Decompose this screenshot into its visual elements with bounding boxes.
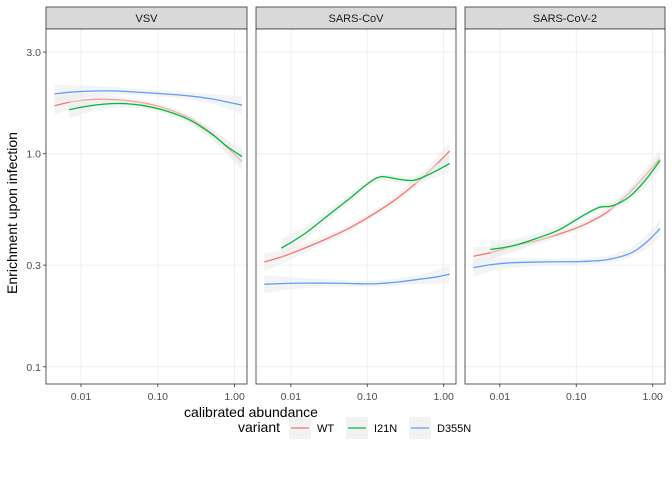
y-tick-label: 3.0 bbox=[26, 47, 41, 59]
facet-title: SARS-CoV bbox=[328, 13, 384, 25]
legend-title: variant bbox=[238, 419, 280, 435]
panel-background bbox=[465, 29, 665, 384]
series-line-i21n bbox=[69, 102, 243, 158]
panel-border bbox=[45, 28, 248, 385]
panel-border bbox=[255, 28, 457, 385]
series-line-i21n bbox=[490, 160, 661, 251]
x-tick-label: 0.10 bbox=[148, 391, 169, 403]
x-tick-label: 1.00 bbox=[224, 391, 245, 403]
series-line-i21n bbox=[280, 162, 451, 249]
x-tick-label: 0.10 bbox=[357, 391, 378, 403]
facet-panel-2: SARS-CoV-2 0.01 0.10 1.00 bbox=[464, 6, 666, 403]
y-tick-label: 0.3 bbox=[26, 260, 41, 272]
x-tick-label: 0.01 bbox=[490, 391, 511, 403]
confidence-band-d355n bbox=[54, 84, 243, 115]
legend-label: WT bbox=[317, 423, 334, 435]
x-tick-label: 0.01 bbox=[281, 391, 302, 403]
series-line-d355n bbox=[54, 90, 243, 106]
facet-title: SARS-CoV-2 bbox=[533, 13, 597, 25]
confidence-band-d355n bbox=[264, 265, 450, 294]
series-line-d355n bbox=[473, 228, 661, 269]
x-axis-label: calibrated abundance bbox=[184, 404, 318, 420]
confidence-band-wt bbox=[264, 142, 450, 272]
x-tick-label: 0.10 bbox=[566, 391, 587, 403]
series-line-d355n bbox=[264, 273, 450, 285]
y-tick-label: 0.1 bbox=[26, 362, 41, 374]
facet-title: VSV bbox=[135, 13, 158, 25]
facet-panel-0: VSV 0.01 0.10 1.00 0.1 0.3 1.0 3.0 bbox=[26, 6, 248, 403]
legend: variant WT I21N D355N bbox=[238, 417, 471, 439]
panel-border bbox=[464, 28, 666, 385]
legend-label: D355N bbox=[437, 423, 471, 435]
y-axis-label: Enrichment upon infection bbox=[4, 132, 20, 294]
x-tick-label: 0.01 bbox=[71, 391, 92, 403]
panel-background bbox=[256, 29, 456, 384]
y-tick-label: 1.0 bbox=[26, 149, 41, 161]
facet-panel-1: SARS-CoV 0.01 0.10 1.00 bbox=[255, 6, 457, 403]
facets-layer: VSV 0.01 0.10 1.00 0.1 0.3 1.0 3.0 SARS-CoV 0.01 0… bbox=[26, 6, 666, 403]
x-tick-label: 1.00 bbox=[433, 391, 454, 403]
confidence-band-i21n bbox=[490, 151, 661, 259]
panel-background bbox=[46, 29, 247, 384]
legend-label: I21N bbox=[374, 423, 397, 435]
x-tick-label: 1.00 bbox=[642, 391, 663, 403]
